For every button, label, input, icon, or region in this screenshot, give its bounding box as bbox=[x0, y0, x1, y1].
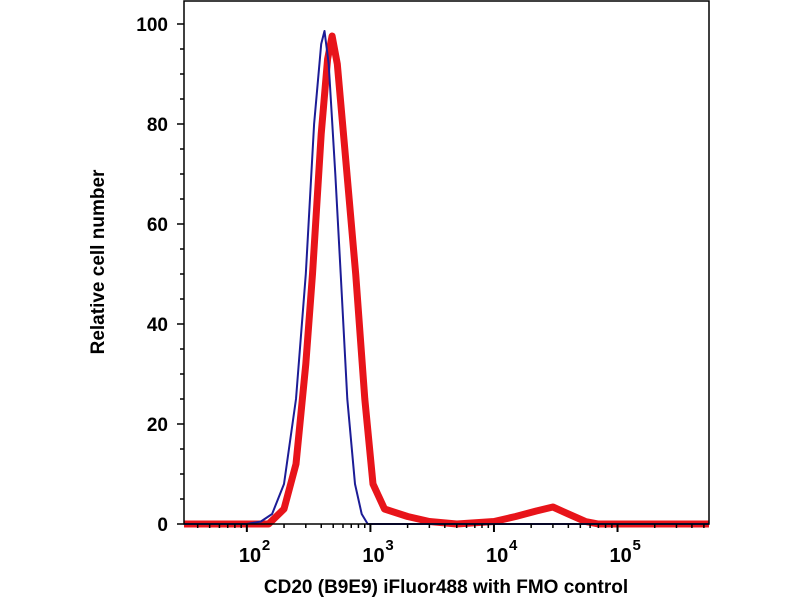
y-tick-label: 80 bbox=[147, 115, 168, 136]
series-line-fmo-control bbox=[184, 30, 709, 525]
x-tick-label: 10 bbox=[239, 545, 261, 567]
y-axis-label: Relative cell number bbox=[88, 169, 109, 354]
x-axis-label: CD20 (B9E9) iFluor488 with FMO control bbox=[264, 577, 628, 598]
x-tick-exponent: 4 bbox=[509, 537, 518, 554]
plot-frame bbox=[183, 0, 710, 525]
y-tick-label: 20 bbox=[147, 415, 168, 436]
y-tick-label: 40 bbox=[147, 315, 168, 336]
y-axis: 0 20 40 60 80 100 bbox=[136, 15, 184, 536]
x-tick-exponent: 5 bbox=[633, 537, 641, 554]
x-tick-exponent: 3 bbox=[385, 537, 393, 554]
y-tick-label: 100 bbox=[136, 15, 168, 36]
series-line-sample bbox=[184, 32, 709, 528]
y-tick-label: 60 bbox=[147, 215, 168, 236]
x-axis: 10 2 10 3 10 4 10 5 bbox=[196, 524, 705, 567]
x-tick-label: 10 bbox=[362, 545, 384, 567]
x-tick-exponent: 2 bbox=[262, 537, 270, 554]
x-tick-label: 10 bbox=[610, 545, 632, 567]
y-tick-label: 0 bbox=[157, 515, 168, 536]
curves-layer bbox=[184, 30, 709, 528]
x-tick-label: 10 bbox=[486, 545, 508, 567]
